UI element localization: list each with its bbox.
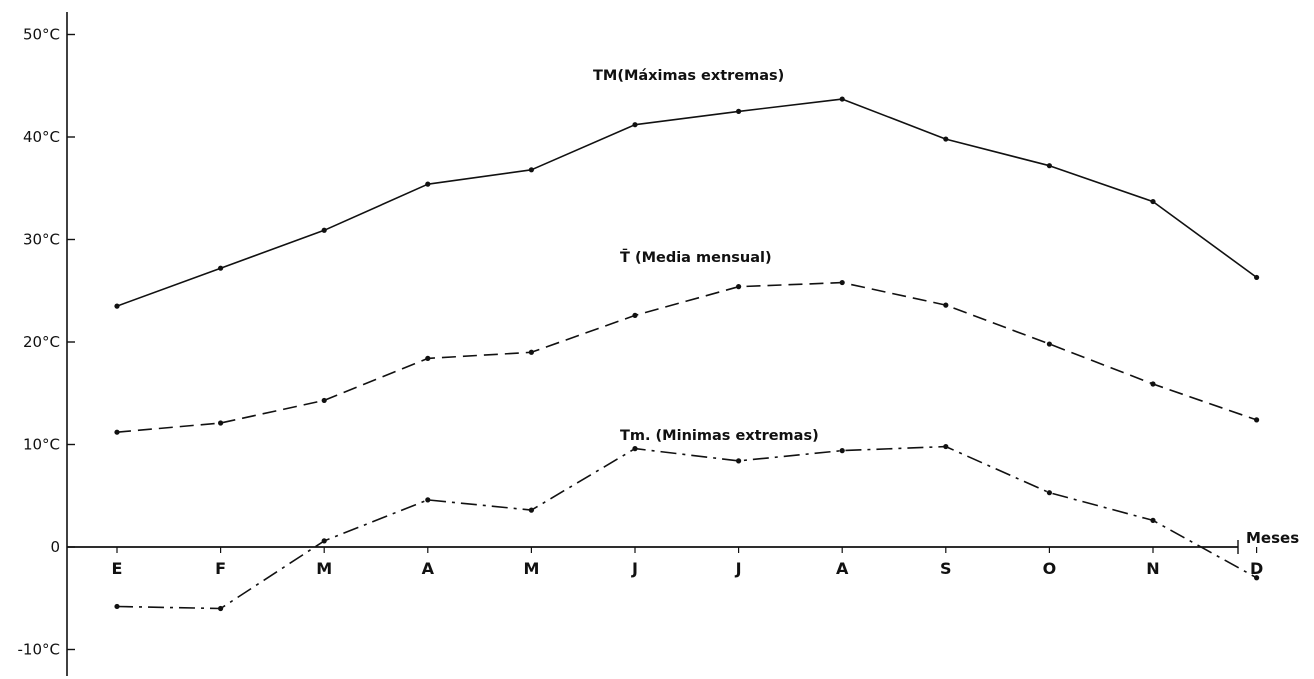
y-tick-label: 40°C — [23, 128, 60, 146]
x-tick-label: M — [523, 559, 539, 578]
y-tick-label: 30°C — [23, 231, 60, 249]
data-point — [839, 96, 845, 102]
y-tick-label: -10°C — [18, 641, 60, 659]
data-point — [218, 605, 224, 612]
data-point — [736, 108, 742, 114]
data-point — [736, 458, 742, 464]
data-point — [425, 181, 431, 187]
x-tick-label: M — [316, 559, 332, 578]
data-point — [218, 420, 224, 426]
series-labels: TM(Máximas extremas) T̄ (Media mensual) Tm… — [593, 68, 819, 444]
x-tick-label: A — [422, 559, 435, 578]
x-tick-label: A — [836, 559, 849, 578]
data-point — [943, 136, 949, 142]
data-point — [632, 122, 638, 128]
data-point — [1150, 198, 1156, 205]
data-point — [632, 312, 638, 318]
x-tick-label: J — [631, 559, 638, 578]
data-point — [1046, 341, 1052, 347]
x-tick-label: D — [1250, 559, 1263, 578]
data-point — [1254, 274, 1260, 281]
data-point — [1150, 381, 1156, 387]
data-point — [425, 355, 431, 361]
data-point — [114, 303, 120, 309]
data-point — [321, 227, 327, 233]
data-point — [1046, 490, 1052, 496]
data-point — [528, 167, 535, 173]
y-ticks: 50°C 40°C 30°C 20°C 10°C 0 -10°C — [18, 26, 75, 659]
axes — [66, 12, 1238, 676]
y-tick-label: 0 — [50, 538, 60, 556]
data-point — [1254, 417, 1260, 423]
data-point — [114, 603, 120, 610]
data-point — [1254, 575, 1260, 581]
series-label-2: Tm. (Minimas extremas) — [620, 428, 819, 444]
data-point — [632, 446, 638, 452]
x-tick-label: E — [112, 559, 123, 578]
series-line-0 — [116, 98, 1258, 307]
data-point — [943, 302, 949, 308]
series-label-1: T̄ (Media mensual) — [620, 247, 772, 266]
data-point — [528, 507, 535, 513]
x-axis-label: Meses — [1246, 529, 1299, 547]
data-point — [321, 397, 327, 404]
data-point — [839, 448, 845, 454]
x-tick-label: F — [215, 559, 226, 578]
data-point — [1150, 517, 1156, 523]
series-label-0: TM(Máximas extremas) — [593, 68, 784, 84]
data-point — [218, 265, 224, 271]
x-tick-label: J — [735, 559, 742, 578]
series — [114, 96, 1260, 612]
y-tick-label: 50°C — [23, 26, 60, 44]
data-point — [839, 279, 845, 286]
data-point — [528, 349, 535, 355]
x-tick-label: N — [1146, 559, 1159, 578]
y-tick-label: 20°C — [23, 333, 60, 351]
series-line-1 — [116, 281, 1257, 433]
data-point — [736, 284, 742, 290]
data-point — [321, 538, 327, 544]
x-tick-label: O — [1043, 559, 1057, 578]
data-point — [943, 443, 949, 450]
y-tick-label: 10°C — [23, 436, 60, 454]
series-line-2 — [116, 445, 1257, 610]
data-point — [1046, 163, 1052, 169]
x-tick-label: S — [940, 559, 952, 578]
data-point — [425, 497, 431, 503]
data-point — [114, 429, 120, 435]
